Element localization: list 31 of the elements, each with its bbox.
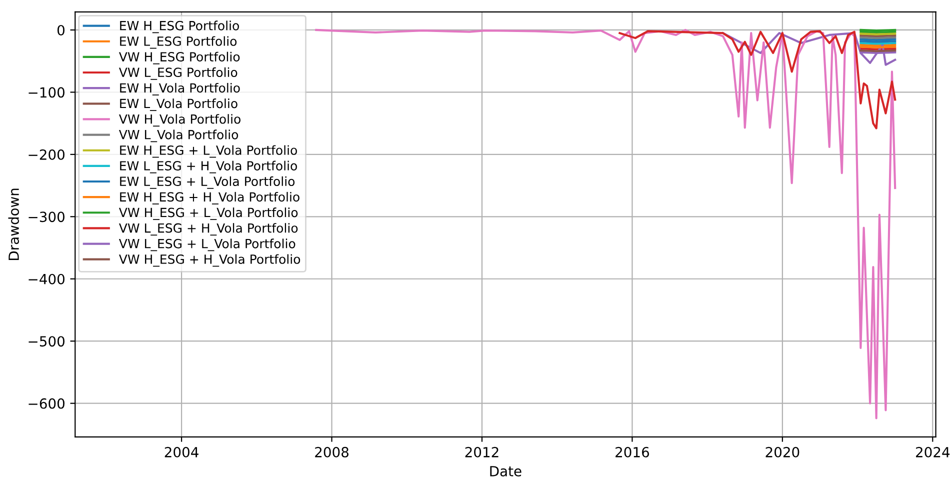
x-tick-label: 2008 [315, 446, 348, 458]
legend-label: VW H_ESG + L_Vola Portfolio [118, 208, 298, 220]
legend-label: VW H_ESG + H_Vola Portfolio [118, 254, 300, 267]
y-tick-label: −300 [28, 212, 64, 222]
legend-label: VW L_ESG + L_Vola Portfolio [118, 238, 296, 252]
legend-label: EW L_ESG + H_Vola Portfolio [120, 160, 297, 174]
y-tick-label: −100 [28, 87, 64, 98]
legend-label: EW H_ESG + H_Vola Portfolio [120, 192, 300, 204]
legend-label: VW L_ESG Portfolio [118, 67, 238, 80]
x-tick-label: 2012 [465, 446, 498, 458]
legend-label: EW H_Vola Portfolio [120, 82, 240, 96]
legend-label: VW L_Vola Portfolio [118, 130, 238, 142]
y-tick-label: −200 [28, 149, 64, 160]
legend-label: EW L_ESG + L_Vola Portfolio [120, 176, 295, 189]
legend-label: VW H_Vola Portfolio [118, 114, 240, 127]
y-tick-label: −500 [28, 336, 64, 347]
legend-label: EW L_Vola Portfolio [120, 98, 238, 111]
x-tick-label: 2024 [916, 446, 950, 458]
y-tick-label: −600 [28, 398, 64, 409]
y-tick-label: 0 [57, 24, 64, 36]
legend-label: VW H_ESG Portfolio [118, 52, 240, 64]
x-axis-title: Date [490, 466, 522, 476]
legend-label: EW H_ESG Portfolio [120, 20, 239, 34]
y-axis-title: Drawdown [8, 188, 20, 260]
x-tick-label: 2016 [616, 446, 650, 458]
y-tick-label: −400 [28, 274, 64, 284]
x-tick-label: 2004 [164, 446, 198, 458]
legend-label: EW H_ESG + L_Vola Portfolio [120, 145, 297, 158]
legend-label: EW L_ESG Portfolio [120, 36, 237, 49]
legend-label: VW L_ESG + H_Vola Portfolio [118, 223, 298, 236]
x-tick-label: 2020 [766, 446, 800, 458]
